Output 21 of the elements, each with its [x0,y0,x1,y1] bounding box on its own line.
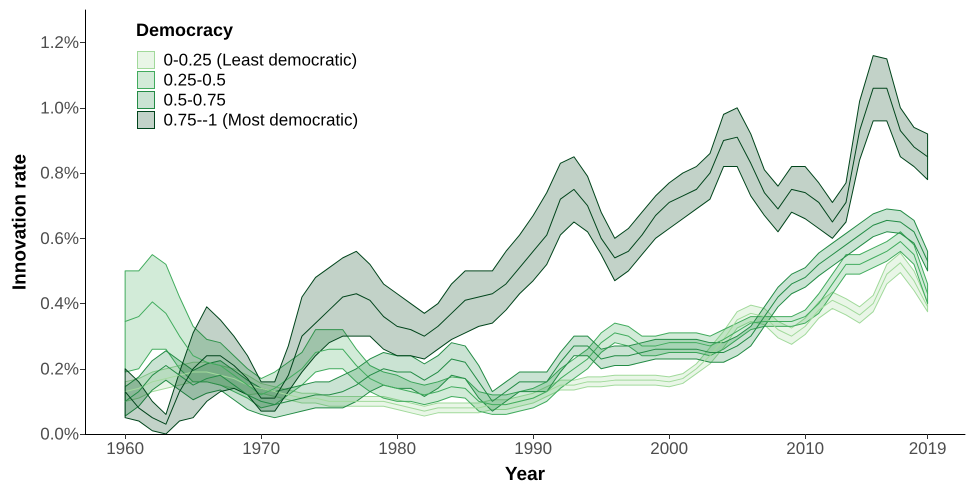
x-tick-label: 2000 [650,439,688,458]
legend-title: Democracy [136,20,234,40]
x-tick-label: 1980 [378,439,416,458]
y-tick-label: 1.2% [40,33,79,52]
x-axis-title: Year [504,464,546,483]
x-tick-label: 1990 [514,439,552,458]
legend-label: 0.25-0.5 [164,70,226,90]
y-tick-label: 0.2% [40,359,79,378]
x-tick-label: 1960 [106,439,144,458]
y-tick-label: 1.0% [40,98,79,118]
legend-label: 0-0.25 (Least democratic) [164,50,358,70]
y-tick-label: 0.4% [40,294,79,314]
legend-label: 0.75--1 (Most democratic) [164,110,358,130]
y-axis-title: Innovation rate [9,154,30,290]
x-tick-label: 2019 [908,439,947,458]
y-tick-label: 0.8% [40,164,79,183]
x-tick-label: 2010 [786,439,824,458]
legend-label: 0.5-0.75 [164,90,226,110]
x-tick-label: 1970 [242,439,280,458]
y-tick-label: 0.0% [40,424,79,444]
y-tick-label: 0.6% [40,228,79,248]
